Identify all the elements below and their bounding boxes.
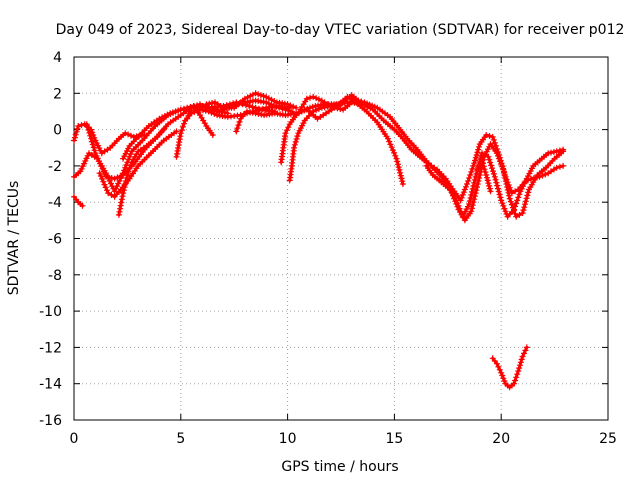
x-tick-label: 5 [176, 431, 185, 447]
x-tick-label: 0 [70, 431, 79, 447]
x-tick-label: 15 [385, 431, 403, 447]
series-markers [474, 157, 494, 195]
data-series [71, 90, 567, 391]
series-track-16 [306, 99, 567, 204]
series-markers [423, 146, 567, 220]
series-track-10 [190, 103, 216, 138]
axis-ticks: 0 5 10 15 20 25 -16 -14 -12 -10 -8 -6 -4 -2 0 2 4 [39, 50, 617, 447]
y-tick-label: -4 [48, 195, 62, 211]
series-track-4 [71, 193, 86, 209]
series-track-19 [474, 157, 494, 195]
y-tick-label: -16 [39, 413, 62, 429]
x-axis-label: GPS time / hours [281, 459, 398, 475]
series-track-12 [233, 106, 310, 135]
series-markers [115, 103, 231, 218]
x-tick-label: 25 [599, 431, 617, 447]
y-tick-label: -10 [39, 304, 62, 320]
series-track-18 [423, 146, 567, 220]
x-tick-label: 20 [492, 431, 510, 447]
series-track-14 [286, 92, 364, 184]
y-tick-label: 4 [53, 50, 62, 66]
y-tick-label: 0 [53, 123, 62, 139]
series-track-17 [348, 95, 567, 224]
x-tick-label: 10 [279, 431, 297, 447]
y-tick-label: -6 [48, 232, 62, 248]
series-markers [489, 344, 530, 391]
series-track-20 [489, 344, 530, 391]
series-markers [203, 90, 300, 111]
y-tick-label: -12 [39, 340, 62, 356]
gridlines [74, 57, 608, 420]
series-track-11 [203, 90, 300, 111]
series-markers [71, 193, 86, 209]
y-tick-label: -8 [48, 268, 62, 284]
y-axis-label: SDTVAR / TECUs [6, 181, 22, 296]
series-markers [190, 103, 216, 138]
y-tick-label: 2 [53, 86, 62, 102]
series-markers [306, 99, 567, 204]
chart-title: Day 049 of 2023, Sidereal Day-to-day VTE… [56, 22, 625, 38]
y-tick-label: -2 [48, 159, 62, 175]
series-track-6 [115, 103, 231, 218]
y-tick-label: -14 [39, 377, 62, 393]
